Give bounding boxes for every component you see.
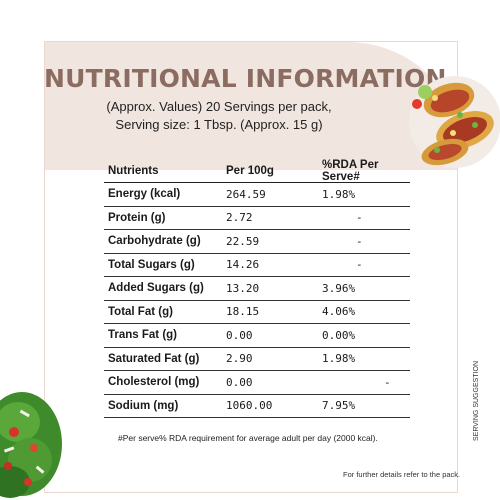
nutrient-name: Total Fat (g) (108, 305, 173, 318)
header-rda: %RDA Per Serve# (322, 159, 379, 183)
rda-value: 1.98% (322, 187, 356, 201)
table-row: Energy (kcal) 264.59 1.98% (104, 183, 410, 207)
table-row: Total Sugars (g) 14.26 - (104, 254, 410, 277)
per-100g-value: 1060.00 (226, 399, 273, 413)
table-row: Carbohydrate (g) 22.59 - (104, 230, 410, 254)
per-100g-value: 2.72 (226, 211, 253, 225)
header-per-100g: Per 100g (226, 165, 274, 177)
nutrient-name: Cholesterol (mg) (108, 376, 200, 389)
per-100g-value: 14.26 (226, 258, 260, 272)
page-title: NUTRITIONAL INFORMATION (44, 64, 447, 93)
rda-value: - (356, 211, 363, 225)
table-row: Total Fat (g) 18.15 4.06% (104, 301, 410, 324)
rda-value: 7.95% (322, 399, 356, 413)
nutrient-name: Protein (g) (108, 211, 166, 224)
table-header: Nutrients Per 100g %RDA Per Serve# (104, 159, 410, 183)
per-100g-value: 18.15 (226, 305, 260, 319)
subtitle-servings: (Approx. Values) 20 Servings per pack, (106, 99, 332, 114)
nutrient-name: Trans Fat (g) (108, 329, 178, 342)
table-row: Cholesterol (mg) 0.00 - (104, 371, 410, 395)
header-band (45, 42, 457, 170)
nutrient-name: Carbohydrate (g) (108, 235, 201, 248)
table-row: Sodium (mg) 1060.00 7.95% (104, 395, 410, 418)
salad-photo (0, 392, 62, 498)
rda-value: 0.00% (322, 328, 356, 342)
nutrient-name: Added Sugars (g) (108, 282, 204, 295)
header-nutrients: Nutrients (108, 165, 159, 177)
nutrient-name: Energy (kcal) (108, 188, 181, 201)
rda-value: 3.96% (322, 281, 356, 295)
nutrient-name: Saturated Fat (g) (108, 352, 200, 365)
nutrient-name: Sodium (mg) (108, 399, 179, 412)
per-100g-value: 264.59 (226, 187, 266, 201)
per-100g-value: 0.00 (226, 375, 253, 389)
rda-value: 1.98% (322, 352, 356, 366)
rda-footnote: #Per serve% RDA requirement for average … (118, 433, 378, 443)
table-row: Trans Fat (g) 0.00 0.00% (104, 324, 410, 348)
nutrition-table: Nutrients Per 100g %RDA Per Serve# Energ… (104, 159, 410, 418)
per-100g-value: 2.90 (226, 352, 253, 366)
serving-suggestion-label-wrap: SERVING SUGGESTION (468, 361, 482, 441)
per-100g-value: 22.59 (226, 234, 260, 248)
table-row: Saturated Fat (g) 2.90 1.98% (104, 348, 410, 371)
per-100g-value: 0.00 (226, 328, 253, 342)
refer-note: For further details refer to the pack. (343, 470, 461, 479)
nutrient-name: Total Sugars (g) (108, 258, 195, 271)
per-100g-value: 13.20 (226, 281, 260, 295)
rda-value: - (356, 234, 363, 248)
rda-value: - (356, 258, 363, 272)
table-row: Added Sugars (g) 13.20 3.96% (104, 277, 410, 301)
tacos-photo (409, 76, 500, 168)
rda-value: - (384, 375, 391, 389)
serving-suggestion-label: SERVING SUGGESTION (473, 361, 480, 441)
table-row: Protein (g) 2.72 - (104, 207, 410, 230)
rda-value: 4.06% (322, 305, 356, 319)
subtitle-serving-size: Serving size: 1 Tbsp. (Approx. 15 g) (115, 117, 323, 132)
